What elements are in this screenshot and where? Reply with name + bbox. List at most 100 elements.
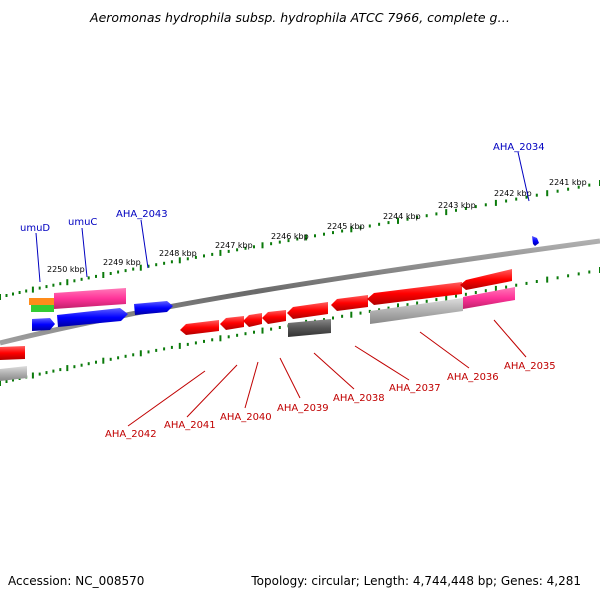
ruler-tick [253, 330, 255, 334]
ruler-tick [359, 311, 362, 315]
magenta-feature[interactable] [463, 287, 515, 309]
orange-feature[interactable] [29, 298, 54, 305]
ruler-tick [296, 237, 299, 241]
ruler-tick [305, 234, 308, 241]
ruler-tick [484, 289, 487, 293]
ruler-tick [359, 226, 362, 230]
cds-reverse[interactable] [262, 310, 286, 324]
cds-reverse[interactable] [180, 320, 219, 335]
cds-reverse[interactable] [460, 269, 512, 290]
ruler-tick [474, 205, 477, 209]
reverse-features [0, 269, 515, 381]
ruler-tick [323, 232, 325, 236]
ruler-tick [155, 348, 158, 352]
ruler-tick [287, 239, 290, 243]
genome-backbone [0, 238, 600, 346]
ruler-label: 2243 kbp [438, 201, 476, 210]
ruler-tick [147, 350, 150, 354]
cds-reverse[interactable] [287, 302, 328, 319]
ruler-tick [535, 280, 538, 283]
ruler-tick [59, 282, 62, 286]
cds-forward[interactable] [57, 308, 128, 327]
gene-label-umuD[interactable]: umuD [20, 223, 50, 234]
grey-feature[interactable] [0, 366, 27, 381]
ruler-tick [163, 261, 166, 265]
ruler-tick [5, 380, 8, 383]
green-feature[interactable] [31, 305, 54, 312]
cds-forward[interactable] [32, 318, 55, 331]
cds-forward[interactable] [134, 301, 173, 315]
gene-label-AHA_2038[interactable]: AHA_2038 [333, 393, 385, 404]
ruler-tick [546, 276, 549, 283]
ruler-tick [155, 263, 158, 267]
ruler-tick [416, 215, 419, 219]
gene-label-AHA_2041[interactable]: AHA_2041 [164, 420, 216, 431]
ruler-tick [445, 209, 448, 216]
ruler-label: 2248 kbp [159, 249, 197, 258]
ruler-tick [12, 292, 14, 296]
ruler-tick [25, 289, 28, 293]
ruler-tick [66, 279, 69, 286]
ruler-tick [556, 189, 559, 193]
gene-label-AHA_2040[interactable]: AHA_2040 [220, 412, 272, 423]
ruler-tick [87, 276, 90, 280]
ruler-tick [95, 274, 97, 278]
ruler-tick [435, 298, 438, 302]
ruler-tick [38, 372, 41, 376]
ruler-tick [464, 292, 467, 296]
ruler-tick [515, 283, 518, 287]
ruler-tick [59, 368, 62, 372]
ruler-tick [341, 314, 344, 318]
ruler-tick [270, 242, 273, 246]
ruler-tick [219, 249, 222, 256]
ruler-tick [139, 264, 142, 271]
magenta-feature[interactable] [54, 288, 126, 309]
ruler-tick [52, 283, 55, 287]
reverse-gene-labels: AHA_2042 AHA_2041 AHA_2040 AHA_2039 AHA_… [105, 361, 556, 440]
ruler-tick [494, 285, 497, 292]
ruler-tick [227, 335, 230, 339]
gene-label-AHA_2034[interactable]: AHA_2034 [493, 142, 545, 153]
ruler-tick [425, 299, 428, 303]
cds-reverse[interactable] [220, 316, 244, 330]
ruler-tick [186, 257, 189, 261]
gene-label-AHA_2036[interactable]: AHA_2036 [447, 372, 499, 383]
ruler-tick [203, 339, 205, 343]
ruler-tick [406, 217, 409, 221]
ruler-tick [505, 199, 508, 203]
ruler-tick [535, 193, 538, 197]
cds-forward[interactable] [532, 236, 539, 246]
gene-label-AHA_2039[interactable]: AHA_2039 [277, 403, 329, 414]
forward-gene-labels: umuD umuC AHA_2043 AHA_2034 [20, 142, 545, 234]
ruler-label: 2241 kbp [549, 178, 587, 187]
ruler-tick [387, 306, 390, 310]
ruler-tick [525, 195, 528, 199]
ruler-tick [397, 217, 399, 224]
ruler-tick [102, 272, 105, 278]
dark-feature[interactable] [288, 319, 331, 337]
cds-reverse[interactable] [0, 346, 25, 360]
gene-label-AHA_2037[interactable]: AHA_2037 [389, 383, 441, 394]
cds-reverse[interactable] [243, 313, 262, 327]
gene-label-umuC[interactable]: umuC [68, 217, 97, 228]
genome-summary: Topology: circular; Length: 4,744,448 bp… [251, 574, 581, 588]
accession-label: Accession: NC_008570 [8, 574, 145, 588]
cds-reverse[interactable] [367, 282, 462, 305]
ruler-tick [163, 347, 166, 351]
gene-label-AHA_2043[interactable]: AHA_2043 [116, 209, 168, 220]
ruler-tick [244, 332, 247, 336]
ruler-tick [102, 357, 105, 364]
ruler-tick [236, 333, 239, 337]
ruler-tick [332, 231, 334, 235]
ruler-tick [194, 255, 197, 259]
ruler-tick [577, 272, 580, 276]
ruler-label: 2245 kbp [327, 222, 365, 231]
ruler-tick [178, 257, 181, 264]
cds-reverse[interactable] [331, 295, 368, 311]
ruler-tick [170, 345, 173, 349]
grey-feature[interactable] [370, 298, 463, 324]
gene-label-AHA_2042[interactable]: AHA_2042 [105, 429, 157, 440]
ruler-label: 2244 kbp [383, 212, 421, 221]
gene-label-AHA_2035[interactable]: AHA_2035 [504, 361, 556, 372]
